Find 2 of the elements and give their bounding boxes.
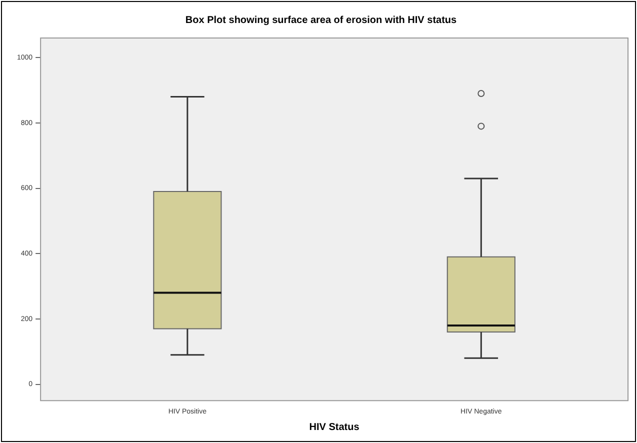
- chart-title: Box Plot showing surface area of erosion with HIV status: [185, 14, 458, 26]
- x-axis-title: HIV Status: [309, 422, 360, 433]
